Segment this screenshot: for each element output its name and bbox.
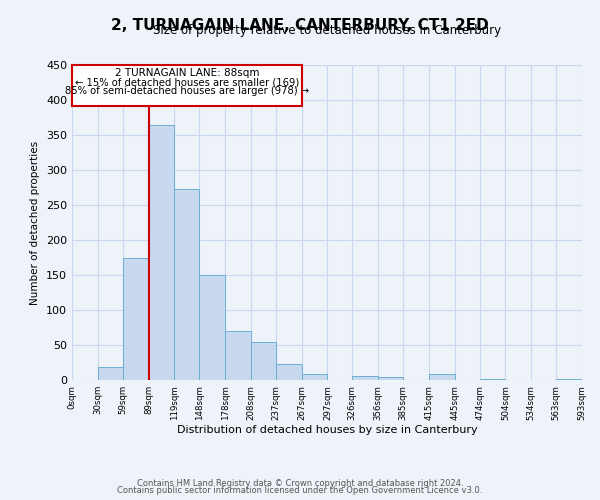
Text: Contains HM Land Registry data © Crown copyright and database right 2024.: Contains HM Land Registry data © Crown c… bbox=[137, 478, 463, 488]
Bar bbox=[276, 364, 302, 380]
Bar bbox=[378, 376, 403, 380]
Bar bbox=[352, 376, 378, 380]
Text: 2 TURNAGAIN LANE: 88sqm: 2 TURNAGAIN LANE: 88sqm bbox=[115, 68, 259, 78]
Text: Contains public sector information licensed under the Open Government Licence v3: Contains public sector information licen… bbox=[118, 486, 482, 495]
Bar bbox=[98, 368, 123, 380]
Text: ← 15% of detached houses are smaller (169): ← 15% of detached houses are smaller (16… bbox=[74, 78, 299, 88]
Bar bbox=[251, 342, 276, 380]
Text: 2, TURNAGAIN LANE, CANTERBURY, CT1 2ED: 2, TURNAGAIN LANE, CANTERBURY, CT1 2ED bbox=[111, 18, 489, 32]
Bar bbox=[123, 258, 149, 380]
Bar bbox=[72, 65, 302, 106]
Y-axis label: Number of detached properties: Number of detached properties bbox=[31, 140, 40, 304]
X-axis label: Distribution of detached houses by size in Canterbury: Distribution of detached houses by size … bbox=[176, 426, 478, 436]
Title: Size of property relative to detached houses in Canterbury: Size of property relative to detached ho… bbox=[153, 24, 501, 38]
Bar bbox=[429, 374, 455, 380]
Bar bbox=[199, 275, 225, 380]
Bar bbox=[149, 124, 175, 380]
Bar bbox=[302, 374, 328, 380]
Bar bbox=[225, 331, 251, 380]
Text: 85% of semi-detached houses are larger (978) →: 85% of semi-detached houses are larger (… bbox=[65, 86, 309, 96]
Bar bbox=[175, 189, 199, 380]
